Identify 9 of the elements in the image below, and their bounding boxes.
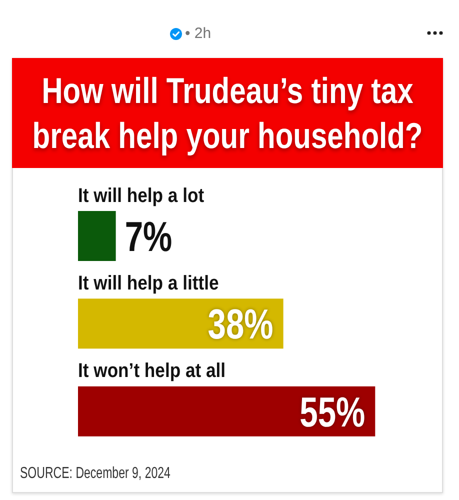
- data-label: 55%: [300, 388, 366, 436]
- data-label: 7%: [124, 213, 172, 260]
- chart-title: How will Trudeau’s tiny tax break help your household?: [31, 69, 424, 158]
- y-tick-label: It will help a little: [78, 271, 219, 294]
- source-note: SOURCE: December 9, 2024: [20, 465, 170, 483]
- text: • 2h: [185, 25, 212, 43]
- y-tick-label: It won’t help at all: [78, 359, 226, 382]
- y-tick-label: It will help a lot: [78, 184, 205, 206]
- data-label: 38%: [208, 300, 274, 348]
